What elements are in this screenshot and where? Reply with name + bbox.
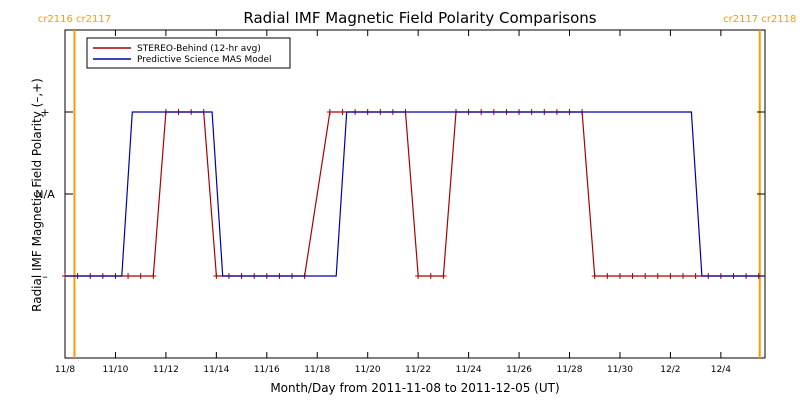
series-point [642,273,649,279]
x-tick-label: 11/16 [254,365,280,375]
x-tick-label: 11/18 [304,365,330,375]
series-point [680,273,687,279]
series-point [604,273,611,279]
series-point [150,273,157,279]
x-tick-label: 11/14 [203,365,229,375]
legend-entry: STEREO-Behind (12-hr avg) [137,44,261,54]
x-tick-label: 11/24 [456,365,482,375]
x-axis-label: Month/Day from 2011-11-08 to 2011-12-05 … [270,381,559,395]
series-point [692,273,699,279]
x-tick-label: 11/12 [153,365,179,375]
x-tick-label: 12/4 [711,365,731,375]
x-tick-label: 11/30 [607,365,633,375]
carrington-rotation-lines [73,30,761,358]
series-layer [62,109,765,279]
x-tick-label: 11/8 [55,365,75,375]
series-point [667,273,674,279]
series-point [427,273,434,279]
series-point [125,273,132,279]
x-tick-label: 11/10 [102,365,128,375]
series-line [65,111,765,277]
series-point [339,109,346,115]
legend-box [86,37,291,69]
x-tick-label: 11/22 [405,365,431,375]
legend: STEREO-Behind (12-hr avg)Predictive Scie… [86,37,291,69]
series-point [415,273,422,279]
y-axis-label: Radial IMF Magnetic Field Polarity (–,+) [30,78,44,312]
y-tick-label: N/A [35,188,55,201]
carrington-rotation-labels: cr2116 cr2117 cr2117 cr2118 [38,14,797,25]
series-point [616,273,623,279]
series-point [591,273,598,279]
x-tick-label: 12/2 [660,365,680,375]
y-tick-label: – [42,270,48,283]
chart-title: Radial IMF Magnetic Field Polarity Compa… [243,9,596,27]
legend-entry: Predictive Science MAS Model [137,55,272,65]
x-tick-label: 11/26 [506,365,532,375]
series-point [440,273,447,279]
y-tick-label: + [40,106,49,119]
series-point [629,273,636,279]
series-point [326,109,333,115]
carrington-rotation-label: cr2116 cr2117 [38,14,111,25]
x-tick-label: 11/28 [557,365,583,375]
series-point [213,273,220,279]
series-line [65,111,759,277]
y-axis: + N/A – [35,106,765,283]
x-tick-label: 11/20 [355,365,381,375]
series-point [137,273,144,279]
carrington-rotation-label: cr2117 cr2118 [723,14,796,25]
series-point [654,273,661,279]
plot-area [64,29,766,359]
x-axis: 11/8 11/10 11/12 11/14 11/16 11/18 11/20 11/22 1… [55,30,731,375]
